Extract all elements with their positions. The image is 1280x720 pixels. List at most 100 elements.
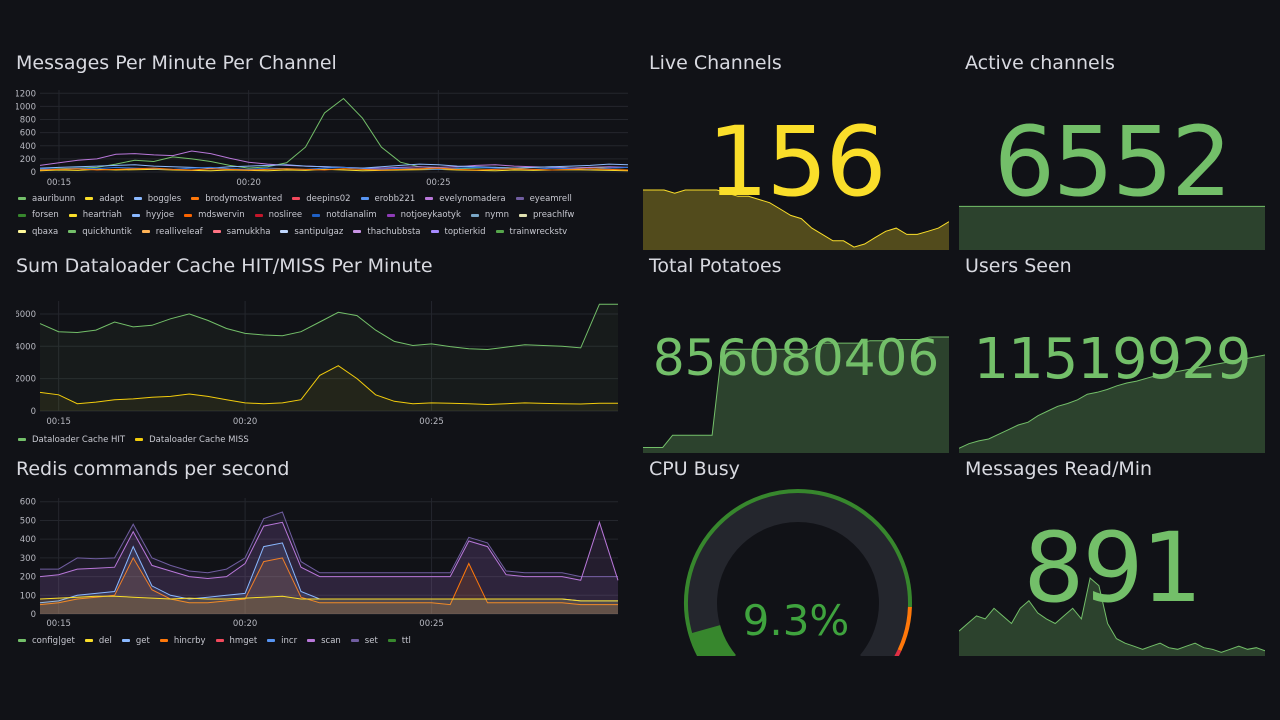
- legend-label: del: [98, 635, 112, 646]
- legend-label: toptierkid: [444, 226, 486, 237]
- total-potatoes-panel[interactable]: Total Potatoes 856080406: [643, 255, 949, 453]
- series-area: [40, 365, 618, 411]
- legend-item[interactable]: hyyjoe: [131, 207, 174, 223]
- legend-item[interactable]: realliveleaf: [141, 224, 203, 240]
- legend-item[interactable]: Dataloader Cache MISS: [135, 432, 249, 448]
- y-tick-label: 600: [20, 498, 36, 508]
- dataloader-cache-panel[interactable]: Sum Dataloader Cache HIT/MISS Per Minute…: [16, 255, 630, 447]
- legend-swatch: [215, 639, 224, 642]
- y-tick-label: 600: [20, 129, 36, 139]
- y-tick-label: 0: [31, 610, 36, 620]
- live-channels-panel[interactable]: Live Channels 156: [643, 52, 949, 250]
- legend-item[interactable]: evelynomadera: [425, 191, 506, 207]
- redis-commands-panel[interactable]: Redis commands per second 0 100 200 300 400 5…: [16, 458, 630, 650]
- legend-item[interactable]: preachlfw: [518, 207, 574, 223]
- legend-item[interactable]: hmget: [215, 633, 257, 649]
- series-line[interactable]: [40, 511, 618, 578]
- legend-item[interactable]: mdswervin: [184, 207, 245, 223]
- legend-item[interactable]: vixi: [78, 240, 107, 242]
- legend-swatch: [212, 230, 221, 233]
- legend-item[interactable]: toptierkid: [430, 224, 486, 240]
- legend-swatch: [387, 639, 396, 642]
- cpu-busy-panel[interactable]: CPU Busy 9.3%: [643, 458, 949, 656]
- legend-label: get: [135, 635, 150, 646]
- redis-chart[interactable]: 0 100 200 300 400 500 600 00:15 00:20 00:25: [16, 486, 630, 636]
- legend-label: quickhuntik: [82, 226, 132, 237]
- legend-item[interactable]: deepins02: [292, 191, 351, 207]
- legend-item[interactable]: xqc: [244, 240, 273, 242]
- legend-item[interactable]: notjoeykaotyk: [386, 207, 461, 223]
- legend-item[interactable]: scan: [307, 633, 341, 649]
- legend-item[interactable]: thachubbsta: [353, 224, 421, 240]
- legend-item[interactable]: wakeuptune: [117, 240, 183, 242]
- legend-swatch: [18, 438, 26, 441]
- messages-read-panel[interactable]: Messages Read/Min 891: [959, 458, 1265, 656]
- legend-label: thachubbsta: [367, 226, 421, 237]
- messages-read-value: 891: [1023, 512, 1202, 624]
- legend-item[interactable]: forsen: [18, 207, 59, 223]
- messages-chart[interactable]: 0 200 400 600 800 1000 1200 00:15 00:20 00:25: [16, 84, 630, 224]
- legend-item[interactable]: valkyrae: [18, 240, 68, 242]
- series-line[interactable]: [39, 167, 629, 171]
- x-tick-label: 00:25: [419, 619, 444, 629]
- y-tick-label: 1000: [16, 102, 36, 112]
- legend-item[interactable]: hincrby: [159, 633, 206, 649]
- legend-item[interactable]: config|get: [18, 633, 75, 649]
- legend-item[interactable]: eyeamrell: [515, 191, 572, 207]
- legend-item[interactable]: aauribunn: [18, 191, 75, 207]
- legend-label: brodymostwanted: [205, 193, 283, 204]
- series-line[interactable]: [39, 365, 618, 406]
- cpu-gauge: [684, 489, 912, 656]
- legend-item[interactable]: notdianalim: [312, 207, 377, 223]
- y-tick-label: 4000: [16, 342, 36, 352]
- legend-swatch: [267, 639, 276, 642]
- y-tick-label: 800: [20, 116, 36, 126]
- legend-item[interactable]: brodymostwanted: [191, 191, 282, 207]
- legend-swatch: [18, 230, 26, 233]
- x-tick-label: 00:15: [46, 619, 71, 629]
- legend-item[interactable]: ttl: [387, 633, 411, 649]
- legend-swatch: [254, 213, 263, 217]
- series-line[interactable]: [39, 520, 619, 581]
- legend-label: valkyrae: [32, 240, 68, 242]
- legend-item[interactable]: incr: [267, 633, 297, 649]
- panel-title: Live Channels: [649, 52, 782, 74]
- legend-item[interactable]: samukkha: [212, 224, 270, 240]
- legend-item[interactable]: nymn: [470, 207, 509, 223]
- legend-item[interactable]: xoxxly: [193, 240, 234, 242]
- legend-item[interactable]: get: [121, 633, 150, 649]
- active-channels-panel[interactable]: Active channels 6552: [959, 52, 1265, 250]
- messages-read-sparkline: [959, 577, 1265, 656]
- legend-item[interactable]: adapt: [85, 191, 124, 207]
- legend-item[interactable]: santipulgaz: [280, 224, 343, 240]
- legend-swatch: [280, 230, 289, 233]
- legend-item[interactable]: heartriah: [68, 207, 122, 223]
- legend-swatch: [360, 197, 369, 200]
- series-line[interactable]: [39, 163, 629, 169]
- legend-item[interactable]: Dataloader Cache HIT: [18, 432, 125, 448]
- y-tick-label: 400: [20, 142, 36, 152]
- series-line[interactable]: [39, 595, 618, 602]
- cache-chart[interactable]: 0 2000 4000 6000 00:15 00:20 00:25: [16, 283, 630, 433]
- series-line[interactable]: [39, 150, 629, 169]
- legend-item[interactable]: trainwreckstv: [495, 224, 567, 240]
- series-line[interactable]: [39, 556, 618, 606]
- legend-swatch: [353, 230, 362, 233]
- messages-per-minute-panel[interactable]: Messages Per Minute Per Channel 0 200 400 6…: [16, 52, 630, 248]
- users-seen-panel[interactable]: Users Seen 11519929: [959, 255, 1265, 453]
- legend-item[interactable]: del: [84, 633, 112, 649]
- legend-swatch: [386, 213, 395, 217]
- legend-item[interactable]: erobb221: [360, 191, 415, 207]
- legend-item[interactable]: nosliree: [254, 207, 302, 223]
- legend-item[interactable]: qbaxa: [18, 224, 58, 240]
- legend-item[interactable]: set: [350, 633, 378, 649]
- series-line[interactable]: [39, 303, 618, 351]
- legend-item[interactable]: quickhuntik: [68, 224, 132, 240]
- panel-title: Redis commands per second: [16, 458, 290, 480]
- sparkline-line: [643, 189, 949, 248]
- y-tick-label: 2000: [16, 375, 36, 385]
- panel-title: Active channels: [965, 52, 1115, 74]
- legend-swatch: [159, 639, 168, 642]
- legend-item[interactable]: boggles: [133, 191, 181, 207]
- legend-label: Dataloader Cache MISS: [149, 434, 249, 445]
